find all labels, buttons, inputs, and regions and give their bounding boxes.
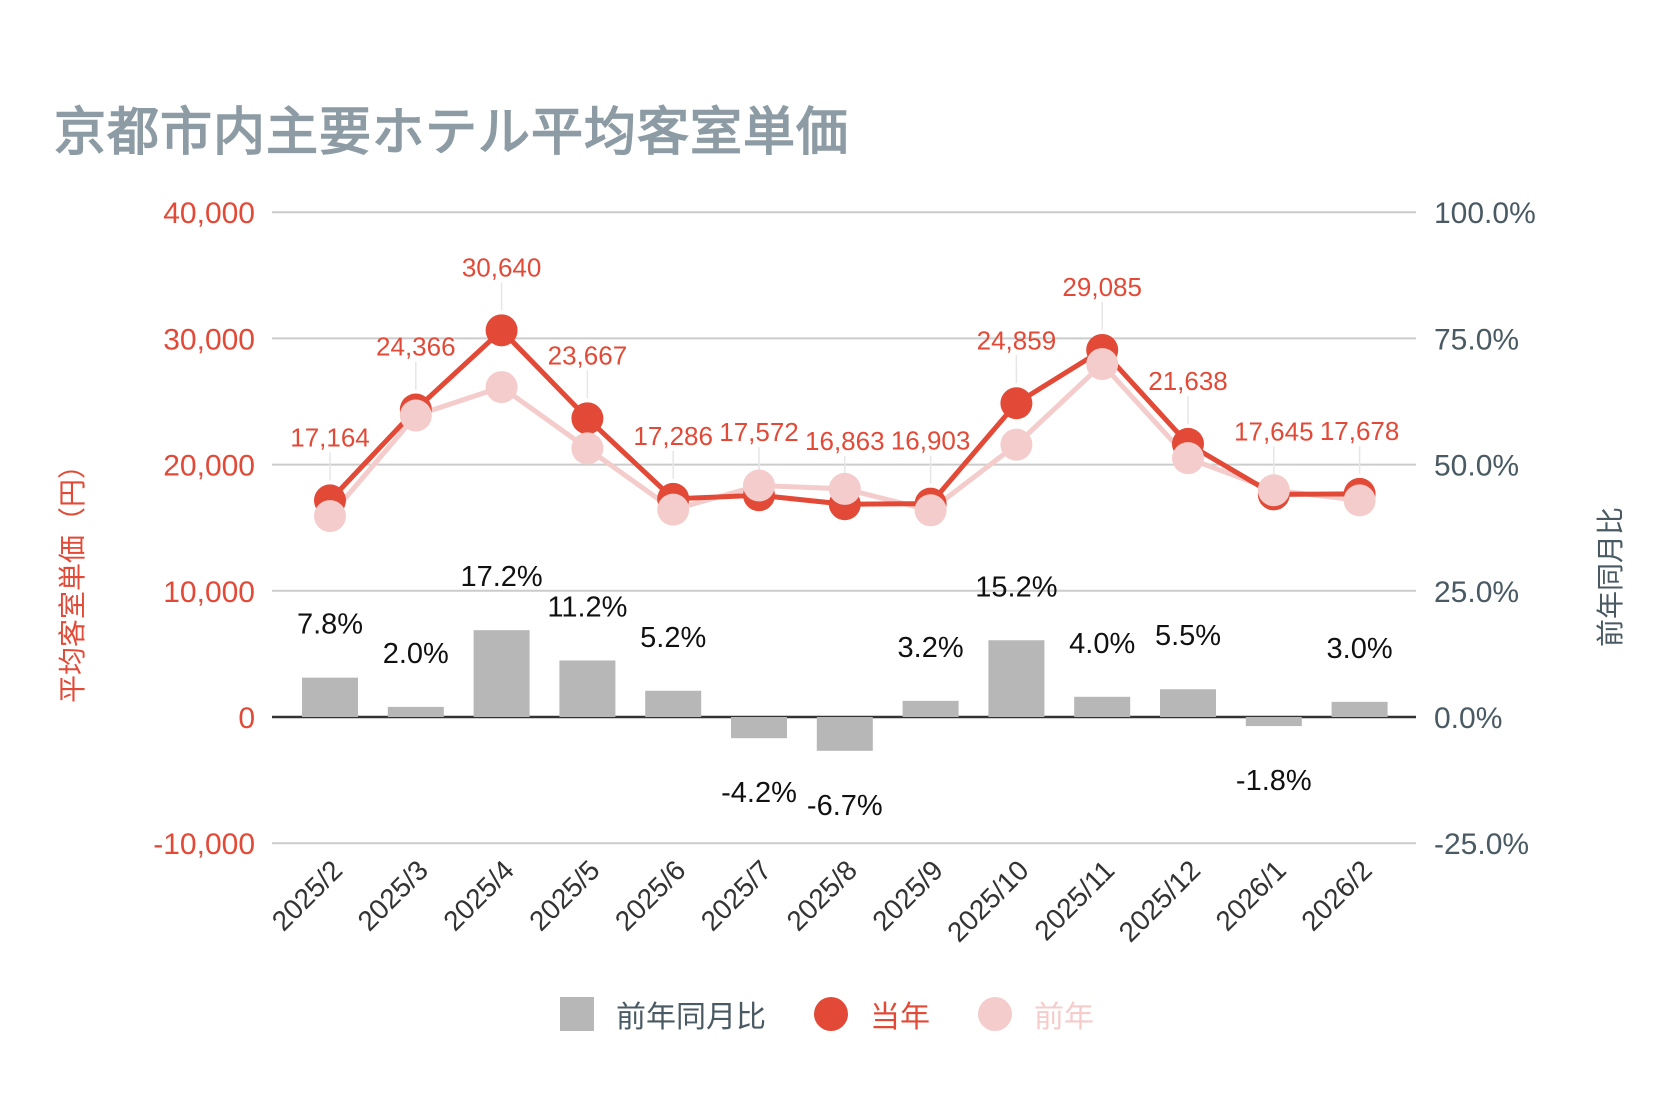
bar [645, 690, 702, 717]
data-label: 17,678 [1320, 416, 1400, 446]
legend-swatch-dot [814, 997, 848, 1031]
y-right-tick: 50.0% [1434, 450, 1519, 483]
x-tick-label: 2026/1 [1210, 854, 1292, 936]
data-label: 23,667 [548, 340, 628, 370]
bar [1245, 717, 1302, 727]
bar [387, 706, 444, 717]
x-tick-label: 2025/9 [866, 854, 948, 936]
y-right-tick: 0.0% [1434, 702, 1502, 735]
y-right-tick: 100.0% [1434, 197, 1536, 230]
x-tick-label: 2025/3 [352, 854, 434, 936]
bar [1074, 696, 1131, 717]
point-previous [657, 493, 690, 526]
data-label: 24,859 [977, 325, 1057, 355]
y-right-tick: 25.0% [1434, 576, 1519, 609]
bar-label: 7.8% [297, 609, 363, 641]
y-left-tick: 0 [238, 702, 255, 735]
bar-label: 3.0% [1327, 633, 1393, 665]
chart-title: 京都市内主要ホテル平均客室単価 [54, 103, 850, 163]
legend-swatch-bar [560, 997, 594, 1031]
legend-item-current[interactable]: 当年 [814, 992, 930, 1036]
x-tick-label: 2025/10 [941, 854, 1034, 947]
legend-item-previous[interactable]: 前年 [978, 992, 1094, 1036]
bar-label: 15.2% [975, 571, 1057, 603]
data-label: 17,572 [719, 417, 799, 447]
y-left-axis-title: 平均客室単価（円） [56, 451, 89, 703]
point-previous [1172, 442, 1204, 475]
data-label: 30,640 [462, 252, 542, 282]
x-tick-label: 2025/2 [266, 854, 348, 936]
bar-label: 5.5% [1155, 620, 1221, 652]
point-previous [399, 399, 432, 432]
data-label: 17,645 [1234, 416, 1314, 446]
y-right-axis-title: 前年同月比 [1594, 507, 1627, 647]
point-current [485, 314, 518, 347]
bar-label: 5.2% [640, 622, 706, 654]
point-previous [1257, 474, 1290, 507]
y-left-tick: 20,000 [163, 450, 255, 483]
bar [816, 717, 873, 751]
data-label: 21,638 [1148, 366, 1228, 396]
point-previous [1086, 348, 1119, 381]
bar [1160, 689, 1216, 717]
legend-swatch-dot [978, 997, 1012, 1031]
x-tick-label: 2025/11 [1028, 854, 1120, 946]
bar-label: 3.2% [898, 632, 964, 664]
bar [988, 640, 1045, 717]
y-left-tick: -10,000 [153, 828, 255, 861]
x-tick-label: 2025/8 [781, 854, 863, 936]
data-label: 17,286 [633, 421, 713, 451]
bar-label: -1.8% [1236, 765, 1312, 797]
x-tick-label: 2025/4 [437, 854, 519, 936]
y-left-tick: 30,000 [163, 323, 255, 356]
x-tick-label: 2025/5 [523, 854, 605, 936]
point-current [1000, 387, 1033, 420]
y-right-tick: -25.0% [1434, 828, 1529, 861]
data-label: 16,863 [805, 426, 885, 456]
bar-label: 11.2% [547, 591, 627, 623]
bar [731, 717, 787, 739]
x-tick-label: 2025/12 [1113, 854, 1206, 947]
data-label: 17,164 [290, 422, 370, 452]
bar [1331, 701, 1388, 717]
legend-label: 前年同月比 [616, 1000, 766, 1035]
point-previous [571, 432, 604, 465]
point-current [571, 402, 604, 435]
bar-label: 2.0% [383, 638, 449, 670]
bar-label: -6.7% [807, 790, 883, 822]
point-previous [914, 494, 947, 527]
data-label: 16,903 [891, 426, 971, 456]
bar [902, 700, 959, 717]
legend-label: 前年 [1034, 1000, 1094, 1035]
x-tick-label: 2025/6 [609, 854, 691, 936]
x-tick-label: 2026/2 [1295, 854, 1377, 936]
y-left-tick: 10,000 [163, 576, 255, 609]
bar-label: 4.0% [1069, 628, 1135, 660]
legend-item-yoy[interactable]: 前年同月比 [560, 992, 766, 1036]
bar [473, 630, 530, 717]
point-previous [1000, 428, 1033, 461]
point-previous [828, 472, 861, 505]
data-label: 24,366 [376, 332, 456, 362]
bar-label: 17.2% [460, 561, 542, 593]
data-label: 29,085 [1062, 272, 1142, 302]
y-left-tick: 40,000 [163, 197, 255, 230]
legend: 前年同月比 当年 前年 [560, 992, 1142, 1036]
legend-label: 当年 [870, 1000, 930, 1035]
point-previous [485, 371, 518, 404]
point-previous [743, 469, 775, 502]
bar-label: -4.2% [721, 777, 797, 809]
y-right-tick: 75.0% [1434, 323, 1519, 356]
x-tick-label: 2025/7 [695, 854, 777, 936]
bar [302, 677, 358, 717]
bar [559, 660, 616, 717]
point-previous [314, 500, 346, 533]
point-previous [1343, 484, 1376, 517]
